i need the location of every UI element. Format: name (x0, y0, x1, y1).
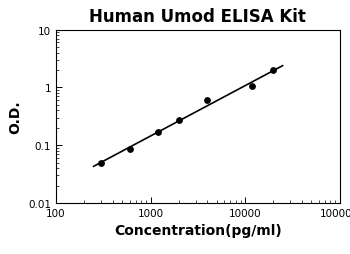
Point (155, 130, 161, 134)
Point (176, 119, 182, 123)
X-axis label: Concentration(pg/ml): Concentration(pg/ml) (114, 224, 282, 237)
Point (98, 161, 104, 165)
Y-axis label: O.D.: O.D. (9, 100, 23, 134)
Point (127, 148, 132, 152)
Title: Human Umod ELISA Kit: Human Umod ELISA Kit (89, 8, 306, 26)
Point (271, 69, 276, 73)
Point (205, 99, 210, 103)
Point (250, 85, 255, 89)
